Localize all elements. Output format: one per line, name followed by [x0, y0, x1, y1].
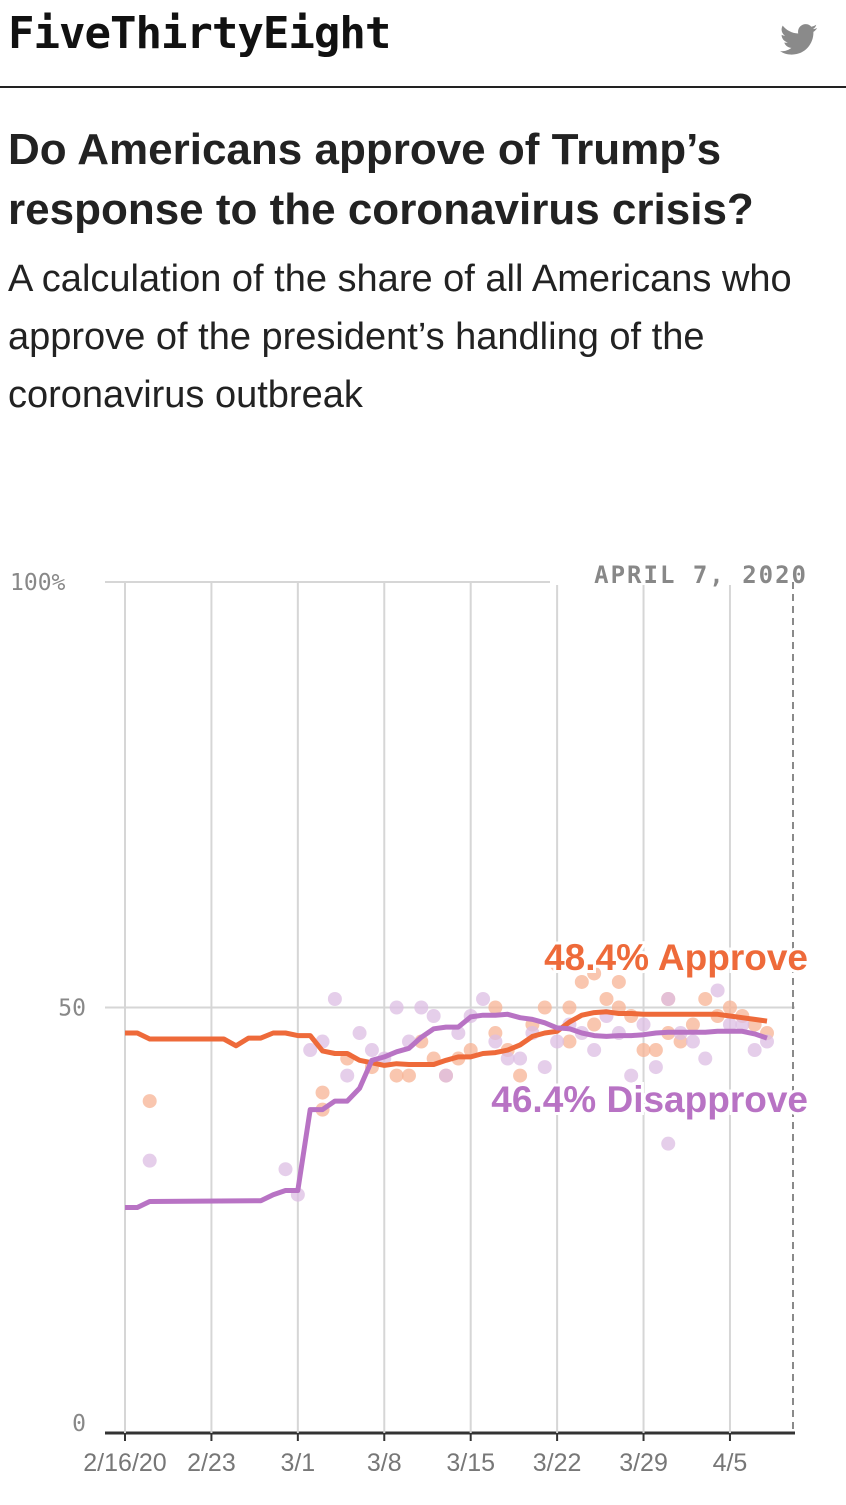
disapprove-poll-dot — [142, 1153, 157, 1168]
disapprove-label: 46.4% Disapprove — [491, 1079, 808, 1120]
disapprove-poll-dot — [624, 1068, 639, 1083]
approve-poll-dot — [611, 974, 626, 989]
approve-poll-dot — [599, 991, 614, 1006]
x-axis-ticks: 2/16/20 2/23 3/1 3/8 3/15 3/22 3/29 4/5 — [83, 1449, 747, 1477]
approve-trend-line — [125, 1009, 768, 1068]
site-logo[interactable]: FiveThirtyEight — [8, 8, 391, 59]
approve-poll-dot — [636, 1043, 651, 1058]
disapprove-poll-dot — [710, 983, 725, 998]
disapprove-poll-dot — [476, 991, 491, 1006]
approve-poll-dot — [685, 1017, 700, 1032]
approval-chart: 100% 50 0 2/16/20 2/23 3/1 3/8 3/15 3/22 3/29 4/5… — [10, 558, 811, 1477]
top-bar: FiveThirtyEight — [0, 0, 846, 88]
chart-grid — [105, 581, 795, 1441]
disapprove-poll-dot — [364, 1043, 379, 1058]
page-title: Do Americans approve of Trump’s response… — [8, 125, 754, 234]
x-tick-label: 4/5 — [713, 1449, 748, 1477]
disapprove-poll-dot — [722, 1017, 737, 1032]
approve-poll-dot — [722, 1000, 737, 1015]
disapprove-poll-dot — [303, 1043, 318, 1058]
approve-poll-dot — [315, 1085, 330, 1100]
disapprove-poll-dot — [500, 1051, 515, 1066]
trend-lines — [125, 1009, 768, 1210]
disapprove-poll-dot — [426, 1009, 441, 1024]
disapprove-poll-dot — [747, 1043, 762, 1058]
disapprove-poll-dot — [550, 1034, 565, 1049]
y-axis-ticks: 100% 50 0 — [10, 570, 86, 1437]
date-label-background — [550, 558, 810, 585]
disapprove-poll-dot — [698, 1051, 713, 1066]
x-tick-label: 3/22 — [533, 1449, 582, 1477]
disapprove-poll-dot — [414, 1000, 429, 1015]
approve-poll-dot — [648, 1043, 663, 1058]
disapprove-poll-dot — [636, 1017, 651, 1032]
disapprove-poll-dot — [648, 1060, 663, 1075]
approve-poll-dot — [142, 1094, 157, 1109]
disapprove-poll-dot — [352, 1026, 367, 1041]
approve-poll-dot — [537, 1000, 552, 1015]
disapprove-poll-dot — [587, 1043, 602, 1058]
x-tick-label: 3/1 — [280, 1449, 315, 1477]
x-tick-label: 3/15 — [446, 1449, 495, 1477]
disapprove-poll-dot — [439, 1068, 453, 1083]
page-subtitle: A calculation of the share of all Americ… — [8, 258, 792, 416]
approve-poll-dot — [562, 1000, 577, 1015]
approve-poll-dot — [587, 966, 602, 981]
disapprove-poll-dot — [340, 1068, 355, 1083]
disapprove-poll-dot — [735, 1017, 750, 1032]
y-tick-label: 0 — [72, 1411, 86, 1437]
disapprove-poll-dot — [661, 991, 676, 1006]
approve-poll-dot — [401, 1068, 416, 1083]
y-tick-label: 50 — [58, 996, 86, 1022]
approve-poll-dot — [698, 991, 713, 1006]
disapprove-trend-line — [125, 1011, 768, 1210]
disapprove-poll-dot — [278, 1162, 293, 1177]
disapprove-poll-dot — [661, 1136, 676, 1151]
disapprove-poll-dot — [685, 1034, 700, 1049]
approve-poll-dot — [587, 1017, 602, 1032]
approve-poll-dot — [562, 1034, 577, 1049]
x-tick-label: 3/8 — [367, 1449, 402, 1477]
disapprove-poll-dot — [327, 991, 342, 1006]
approve-label: 48.4% Approve — [544, 937, 808, 978]
approve-poll-dot — [513, 1068, 528, 1083]
x-tick-label: 3/29 — [619, 1449, 668, 1477]
x-tick-label: 2/23 — [187, 1449, 236, 1477]
approve-poll-dot — [389, 1068, 404, 1083]
disapprove-poll-dot — [488, 1034, 503, 1049]
approve-poll-dot — [550, 957, 565, 972]
x-tick-label: 2/16/20 — [83, 1449, 166, 1477]
approve-poll-dot — [574, 974, 589, 989]
twitter-icon[interactable] — [780, 24, 818, 56]
approve-poll-dot — [488, 1000, 503, 1015]
y-tick-label: 100% — [10, 570, 66, 596]
disapprove-poll-dot — [389, 1000, 404, 1015]
disapprove-poll-dot — [537, 1060, 552, 1075]
current-date-label: APRIL 7, 2020 — [594, 561, 808, 589]
disapprove-poll-dot — [513, 1051, 528, 1066]
